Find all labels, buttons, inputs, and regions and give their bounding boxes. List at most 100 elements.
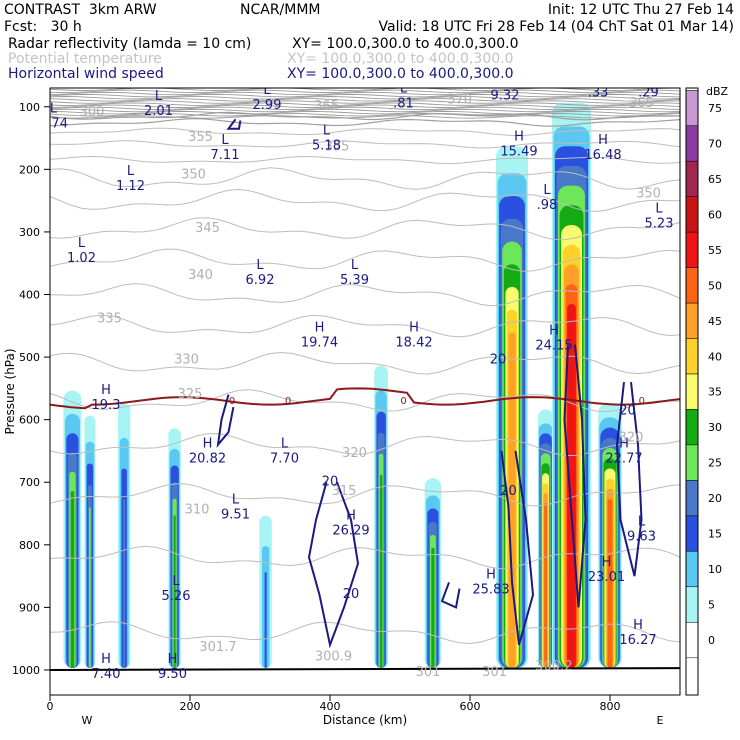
y-tick-label: 500 <box>19 351 40 364</box>
wind-hl-value: .29 <box>638 85 659 100</box>
ground-line <box>50 667 680 671</box>
wind-hl-value: 20.82 <box>189 451 226 466</box>
colorbar-label: 75 <box>708 102 722 115</box>
theta-contour <box>50 127 680 136</box>
wind-hl-value: 9.50 <box>158 667 187 682</box>
theta-contour <box>50 118 680 127</box>
theta-label: 365 <box>314 99 339 114</box>
colorbar-swatch <box>685 267 699 304</box>
wind-hl-marker: L <box>645 70 653 85</box>
model-title: CONTRAST 3km ARW <box>4 2 157 18</box>
field-wind-xy: XY= 100.0,300.0 to 400.0,300.0 <box>287 66 514 82</box>
wind-hl-value: 5.26 <box>162 589 191 604</box>
wind-hl-value: 19.3 <box>92 398 121 413</box>
theta-label: 350 <box>181 168 206 183</box>
theta-label: 301 <box>416 665 441 680</box>
theta-contour <box>50 110 680 115</box>
reflectivity-cell-band <box>431 547 435 668</box>
y-tick-label: 400 <box>19 289 40 302</box>
field-wind-name: Horizontal wind speed <box>8 66 164 82</box>
theta-contour <box>50 111 680 121</box>
theta-contour <box>50 155 680 165</box>
theta-contour <box>50 283 680 307</box>
theta-contour <box>50 104 680 108</box>
y-tick-label: 600 <box>19 414 40 427</box>
colorbar-swatch <box>685 444 699 481</box>
plot-frame <box>49 87 681 696</box>
field-theta-name: Potential temperature <box>8 51 162 67</box>
wind-contour-label: 20 <box>343 587 360 602</box>
colorbar-label: 5 <box>708 599 715 612</box>
x-axis-label: Distance (km) <box>323 713 407 727</box>
colorbar-label: 30 <box>708 421 722 434</box>
reflectivity-cell-band <box>544 503 547 668</box>
wind-hl-value: 24.15 <box>535 339 572 354</box>
colorbar-swatch <box>685 551 699 588</box>
wind-hl-marker: L <box>323 123 331 138</box>
wind-hl-marker: L <box>155 89 163 104</box>
wind-hl-marker: H <box>101 383 111 398</box>
theta-contour <box>50 98 680 102</box>
reflectivity-cell-band <box>607 499 613 668</box>
wind-hl-marker: L <box>263 83 271 98</box>
theta-label: 310 <box>185 503 210 518</box>
wind-hl-value: 25.83 <box>472 583 509 598</box>
wind-hl-value: 7.70 <box>270 451 299 466</box>
x-tick-label: 800 <box>600 700 621 713</box>
y-tick-label: 800 <box>19 539 40 552</box>
theta-contour <box>50 89 680 94</box>
wind-hl-value: 19.74 <box>301 336 338 351</box>
wind-hl-marker: L <box>543 183 551 198</box>
wind-hl-marker: L <box>50 102 58 117</box>
theta-label: 300.9 <box>315 650 352 665</box>
forecast-hour: Fcst: 30 h <box>4 19 82 35</box>
wind-hl-value: 9.63 <box>627 530 656 545</box>
theta-label: 301 <box>482 665 507 680</box>
reflectivity-cell-band <box>508 332 516 668</box>
wind-hl-value: 5.39 <box>340 273 369 288</box>
x-end-label-east: E <box>657 714 664 727</box>
x-end-label-west: W <box>82 714 93 727</box>
colorbar-label: 60 <box>708 208 722 221</box>
wind-hl-value: 22.77 <box>605 451 642 466</box>
wind-hl-value: .98 <box>537 198 558 213</box>
wind-hl-marker: L <box>400 82 408 97</box>
theta-contour <box>50 140 680 149</box>
x-tick-label: 0 <box>47 700 54 713</box>
theta-label: 345 <box>195 221 220 236</box>
wind-speed-contour <box>226 118 242 130</box>
wind-hl-value: 7.11 <box>211 148 240 163</box>
theta-contour <box>50 188 680 212</box>
colorbar-swatch <box>685 480 699 517</box>
theta-contour <box>50 433 680 456</box>
wind-hl-value: 1.02 <box>67 251 96 266</box>
theta-label: 340 <box>188 268 213 283</box>
theta-contour <box>50 106 680 111</box>
theta-label: 320 <box>619 431 644 446</box>
colorbar-label: 35 <box>708 386 722 399</box>
theta-contour <box>50 93 680 98</box>
wind-hl-marker: H <box>101 652 111 667</box>
wind-speed-contour <box>216 394 235 449</box>
wind-hl-marker: H <box>409 321 419 336</box>
wind-contour-label: 20 <box>490 352 507 367</box>
theta-label: 320 <box>342 446 367 461</box>
wind-contour-label: 20 <box>500 484 517 499</box>
wind-hl-marker: L <box>281 436 289 451</box>
wind-hl-value: 15.49 <box>500 145 537 160</box>
melting-level-label: 0 <box>285 396 291 407</box>
x-tick-label: 400 <box>320 700 341 713</box>
field-theta-xy: XY= 100.0,300.0 to 400.0,300.0 <box>287 51 514 67</box>
y-tick-label: 900 <box>19 601 40 614</box>
wind-hl-value: 1.12 <box>116 179 145 194</box>
wind-hl-marker: H <box>168 652 178 667</box>
theta-label: 350 <box>636 187 661 202</box>
wind-speed-contour <box>563 344 587 608</box>
melting-level-label: 0 <box>229 396 235 407</box>
y-tick-label: 1000 <box>12 664 40 677</box>
wind-speed-contour <box>500 450 535 646</box>
theta-label: 315 <box>332 484 357 499</box>
colorbar-label: 25 <box>708 457 722 470</box>
theta-label: 300.2 <box>535 659 572 674</box>
